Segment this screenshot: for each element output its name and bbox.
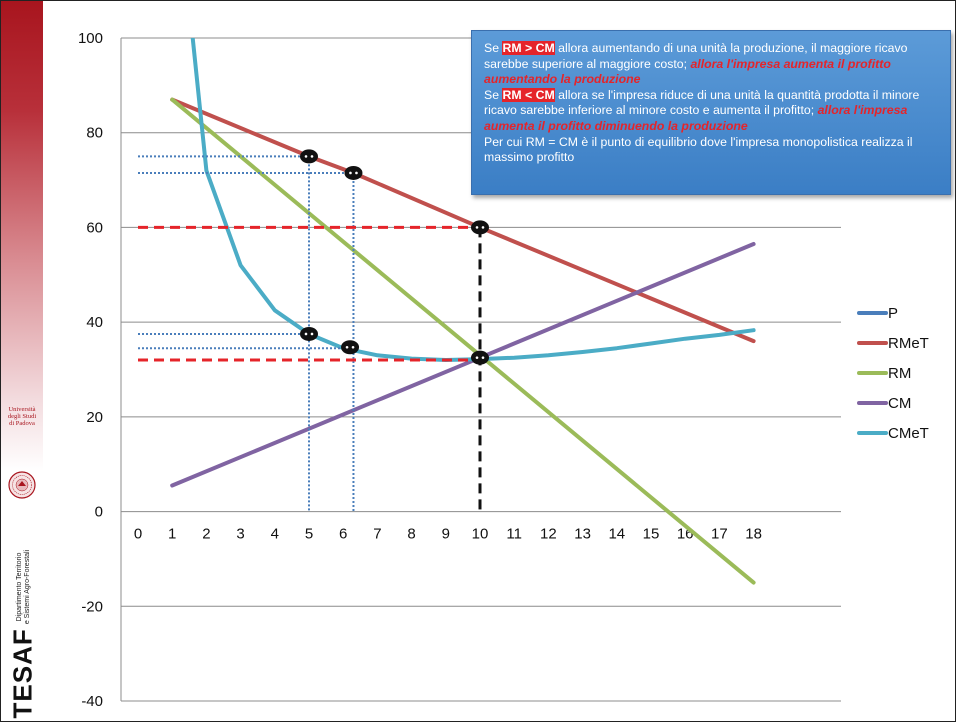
series-line-cm	[170, 242, 756, 488]
equilibrium-marker	[300, 149, 318, 164]
university-name: Università degli Studi di Padova	[5, 406, 39, 427]
marker-dot	[300, 326, 318, 341]
callout-emphasis: allora l'impresa aumenta il profitto aum…	[484, 56, 891, 87]
callout-text: Se	[484, 87, 503, 102]
y-tick-label: 100	[78, 30, 103, 47]
y-tick-label: 0	[95, 504, 103, 521]
x-tick-label: 6	[339, 526, 347, 543]
marker-dot	[471, 220, 489, 235]
marker-eye	[355, 171, 358, 175]
x-tick-label: 13	[574, 526, 591, 543]
x-tick-label: 7	[373, 526, 381, 543]
x-tick-label: 9	[442, 526, 450, 543]
x-tick-label: 15	[643, 526, 660, 543]
legend-label: CMeT	[888, 425, 929, 442]
marker-eye	[310, 155, 314, 158]
x-tick-label: 17	[711, 526, 728, 543]
legend-label: RM	[888, 365, 911, 382]
marker-dot	[300, 149, 318, 164]
marker-eye	[304, 332, 308, 336]
x-tick-label: 3	[236, 526, 244, 543]
marker-dot	[471, 350, 489, 365]
branding-band	[1, 1, 43, 721]
y-tick-label: 80	[86, 125, 103, 142]
x-tick-label: 0	[134, 526, 142, 543]
callout-highlight: RM < CM	[502, 87, 555, 102]
y-tick-label: 20	[86, 409, 103, 426]
university-line: di Padova	[9, 420, 35, 427]
y-tick-label: -40	[81, 693, 103, 710]
x-tick-label: 10	[472, 526, 489, 543]
equilibrium-marker	[344, 165, 363, 180]
explanation-callout: Se RM > CM allora aumentando di una unit…	[471, 30, 951, 195]
legend-label: CM	[888, 395, 911, 412]
callout-text: Per cui RM = CM è il punto di equilibrio…	[484, 134, 913, 165]
marker-dot	[344, 165, 363, 180]
y-tick-label: -20	[81, 598, 103, 615]
legend-item: P	[857, 305, 898, 322]
callout-text: allora se l'impresa riduce di una unità …	[484, 87, 920, 118]
y-axis-ticks: 100 80 60 40 20 0 -20 -40	[78, 30, 103, 710]
callout-text: Se	[484, 41, 503, 55]
marker-eye	[304, 155, 308, 158]
x-tick-label: 12	[540, 526, 557, 543]
x-tick-label: 18	[745, 526, 762, 543]
university-line: Università	[8, 406, 36, 413]
university-line: degli Studi	[7, 413, 37, 420]
x-tick-label: 2	[202, 526, 210, 543]
x-axis-ticks: 0 1 2 3 4 5 6 7 8 9 10 11 12 13 14 15 16 17 18	[134, 526, 762, 543]
marker-eye	[351, 345, 355, 349]
x-tick-label: 8	[407, 526, 415, 543]
equilibrium-marker	[341, 340, 360, 355]
legend-item: RMeT	[857, 335, 929, 352]
marker-dot	[341, 340, 360, 355]
callout-text: allora aumentando di una unità la produz…	[484, 41, 908, 71]
equilibrium-marker	[300, 326, 318, 341]
x-tick-label: 1	[168, 526, 176, 543]
callout-highlight: RM > CM	[502, 41, 555, 55]
marker-eye	[481, 226, 485, 229]
legend: P RMeT RM CM CMeT	[857, 305, 929, 442]
x-tick-label: 14	[608, 526, 625, 543]
marker-eye	[310, 332, 314, 336]
legend-item: RM	[857, 365, 911, 382]
university-seal-icon	[8, 471, 36, 499]
x-tick-label: 5	[305, 526, 313, 543]
marker-eye	[475, 226, 479, 229]
marker-eye	[475, 356, 479, 359]
legend-label: RMeT	[888, 335, 929, 352]
y-tick-label: 60	[86, 219, 103, 236]
legend-item: CMeT	[857, 425, 929, 442]
markers	[300, 149, 489, 365]
equilibrium-marker	[471, 220, 489, 235]
legend-item: CM	[857, 395, 911, 412]
x-tick-label: 4	[271, 526, 279, 543]
equilibrium-marker	[471, 350, 489, 365]
marker-eye	[345, 345, 349, 349]
callout-emphasis: allora l'impresa aumenta il profitto dim…	[484, 103, 908, 133]
marker-eye	[349, 171, 352, 175]
y-tick-label: 40	[86, 314, 103, 331]
legend-label: P	[888, 305, 898, 322]
marker-eye	[481, 356, 485, 359]
x-tick-label: 11	[506, 526, 522, 543]
